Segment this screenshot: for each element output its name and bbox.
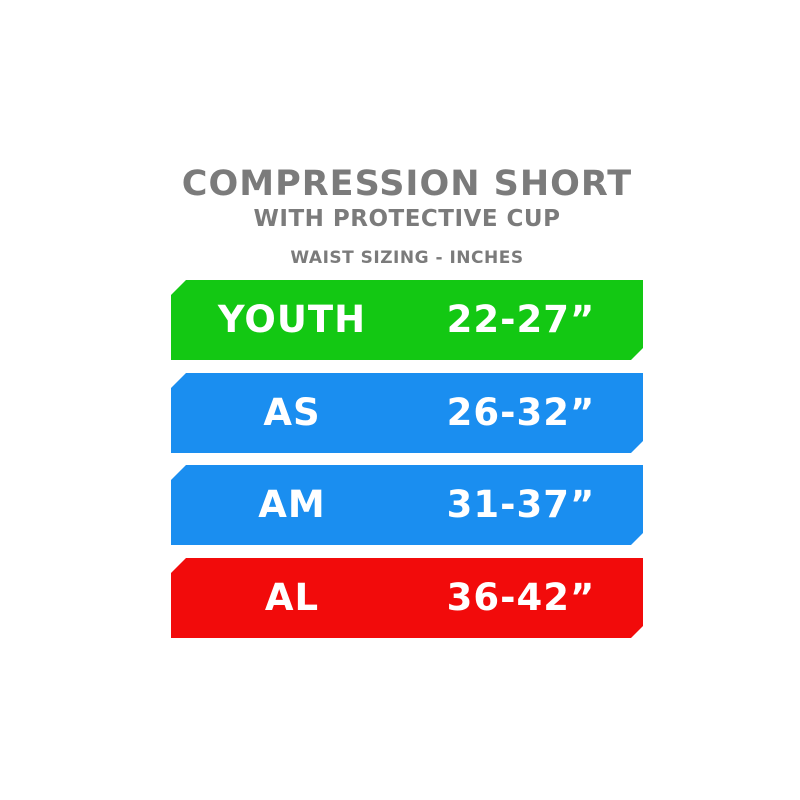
size-row-al: AL 36-42” [171,558,643,638]
size-range: 31-37” [446,483,596,526]
chart-title: COMPRESSION SHORT [181,164,633,204]
size-label: AS [263,391,321,434]
size-range: 26-32” [446,391,596,434]
size-row-youth: YOUTH 22-27” [171,280,643,360]
chart-subtitle: WITH PROTECTIVE CUP [253,206,561,232]
size-label: AL [264,576,320,619]
size-range: 36-42” [446,576,596,619]
size-row-am: AM 31-37” [171,465,643,545]
size-range: 22-27” [446,298,596,341]
size-label: YOUTH [217,298,367,341]
sizing-caption: WAIST SIZING - INCHES [290,248,524,268]
size-row-as: AS 26-32” [171,373,643,453]
size-label: AM [258,483,326,526]
